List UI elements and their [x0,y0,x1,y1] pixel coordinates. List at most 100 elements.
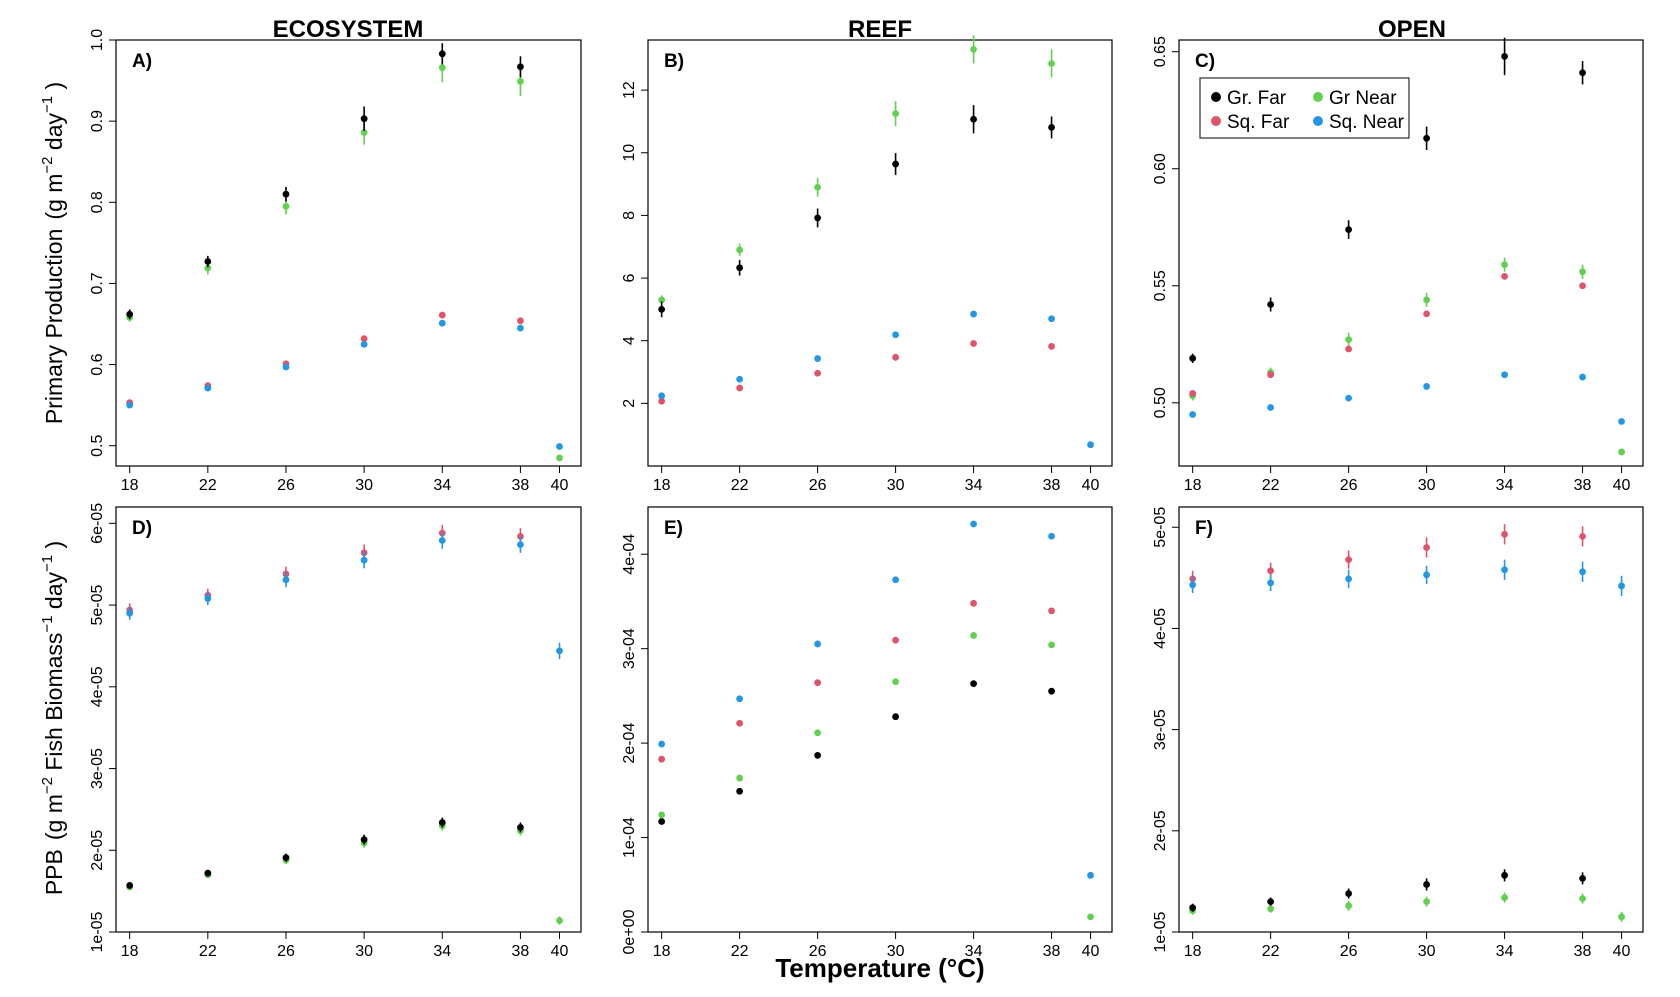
panel-d-xtick-label: 26 [277,943,295,960]
panel-d-ytick-label: 5e-05 [89,585,106,626]
panel-e-point-sq-near [814,640,822,648]
panel-b-point-sq-far [658,397,666,405]
panel-d-xtick-label: 18 [121,943,139,960]
panel-f-ytick-label: 3e-05 [1152,709,1169,750]
panel-b-point-gr-near [658,296,666,304]
panel-e-point-gr-far [736,787,744,795]
panel-e-point-gr-near [1087,913,1094,921]
panel-b-point-gr-near [814,183,822,191]
panel-e-point-gr-near [658,811,666,819]
panel-b-point-sq-far [892,353,899,361]
panel-d-ytick-label: 2e-05 [89,830,106,871]
panel-c-xtick-label: 40 [1613,477,1631,494]
panel-e-xtick-label: 26 [809,943,827,960]
panel-e-point-sq-far [658,755,666,763]
panel-f-xtick-label: 18 [1184,943,1202,960]
panel-e-point-gr-near [970,632,977,639]
legend-label-gr-far: Gr. Far [1227,88,1287,109]
ylabel-bottom-main: PPB [41,849,67,895]
panel-a-point-gr-far [360,115,368,123]
legend-label-gr-near: Gr Near [1329,88,1397,109]
ylabel-bottom-sup2: −1 [39,615,56,632]
panel-b-xtick-label: 38 [1043,477,1061,494]
panel-b-ytick-label: 10 [621,144,638,162]
panel-d-point-sq-near [204,595,212,602]
panel-b-point-gr-far [970,115,977,123]
panel-e-point-sq-near [1087,871,1094,879]
panel-c-point-gr-far [1501,52,1508,60]
panel-d-xtick-label: 22 [199,943,217,960]
panel-a-point-gr-near [204,264,212,272]
panel-c-point-sq-near [1579,373,1586,381]
panel-a-point-gr-near [360,129,368,136]
panel-c-point-sq-far [1267,371,1275,379]
panel-c-point-sq-far [1345,345,1353,353]
panel-f-point-sq-far [1267,567,1275,575]
panel-f-ytick-label: 2e-05 [1152,810,1169,851]
panel-b-point-sq-near [736,375,744,383]
panel-d-point-gr-far [204,869,212,877]
panel-c: C) 18 22 26 30 34 38 40 0.50 0.55 0.60 0.65 [1152,36,1644,494]
legend-label-sq-near: Sq. Near [1329,112,1405,133]
panel-f-xtick-label: 22 [1262,943,1280,960]
panel-e-point-gr-far [1048,687,1055,695]
panel-a-point-gr-near [438,64,446,71]
panel-c-xtick-label: 26 [1340,477,1358,494]
panel-d-point-sq-near [282,576,290,584]
panel-f-point-sq-far [1579,532,1586,540]
panel-d-point-sq-near [360,556,368,564]
panel-a-xtick-label: 22 [199,477,217,494]
panel-f-frame [1178,506,1644,933]
panel-d-point-sq-near [517,541,524,548]
panel-d-xtick-label: 38 [512,943,530,960]
panel-a-point-sq-near [204,384,212,392]
ylabel-top-sup2: −1 [39,96,56,113]
panel-a-point-sq-near [360,340,368,348]
panel-c-point-sq-far [1579,282,1586,290]
panel-b-xtick-label: 18 [653,477,671,494]
panel-c-point-gr-far [1345,226,1353,233]
panel-b-point-gr-far [892,160,899,168]
panel-a-xtick-label: 38 [512,477,530,494]
panel-d-point-sq-near [556,647,563,655]
panel-f-point-sq-near [1267,579,1275,587]
panel-b-point-sq-near [814,355,822,362]
panel-e-ytick-label: 2e-04 [621,723,638,764]
panel-a-point-gr-near [556,454,563,462]
panel-e-xtick-label: 18 [653,943,671,960]
panel-c-point-gr-near [1501,261,1508,269]
panel-b-point-gr-far [1048,123,1055,131]
panel-a-point-gr-far [204,258,212,265]
panel-b-point-sq-far [1048,342,1055,350]
panel-d-xtick-label: 30 [355,943,373,960]
panel-c-point-sq-near [1501,371,1508,379]
panel-e-point-gr-far [970,680,977,688]
panel-a-point-sq-far [360,335,368,343]
column-title-ecosystem: ECOSYSTEM [273,16,424,43]
panel-a-point-gr-near [517,77,524,85]
panel-e-xtick-label: 40 [1082,943,1100,960]
panel-f-point-gr-far [1189,904,1197,912]
panel-a-point-gr-far [517,63,524,71]
panel-f-point-sq-far [1501,530,1508,538]
legend-label-sq-far: Sq. Far [1227,112,1290,133]
panel-e-point-sq-far [1048,607,1055,615]
panel-a-ytick-label: 0.7 [89,272,106,294]
panel-c-point-sq-near [1267,404,1275,411]
panel-f-xtick-label: 34 [1496,943,1514,960]
panel-d-ytick-label: 3e-05 [89,748,106,789]
panel-d-xtick-label: 34 [433,943,451,960]
panel-b-xtick-label: 30 [887,477,905,494]
panel-f-point-gr-near [1423,898,1430,906]
panel-e-point-sq-far [814,679,822,687]
panel-e-point-gr-near [814,729,822,737]
panel-b-point-sq-near [970,310,977,318]
panel-b-point-gr-near [1048,60,1055,67]
panel-c-point-gr-near [1345,336,1353,344]
panel-b-ytick-label: 2 [621,399,638,408]
panel-f-point-sq-near [1423,571,1430,579]
legend-swatch-gr-far [1211,92,1221,102]
panel-f-point-gr-far [1345,890,1353,897]
panel-e-ytick-label: 1e-04 [621,817,638,858]
panel-f-point-sq-near [1618,582,1625,590]
